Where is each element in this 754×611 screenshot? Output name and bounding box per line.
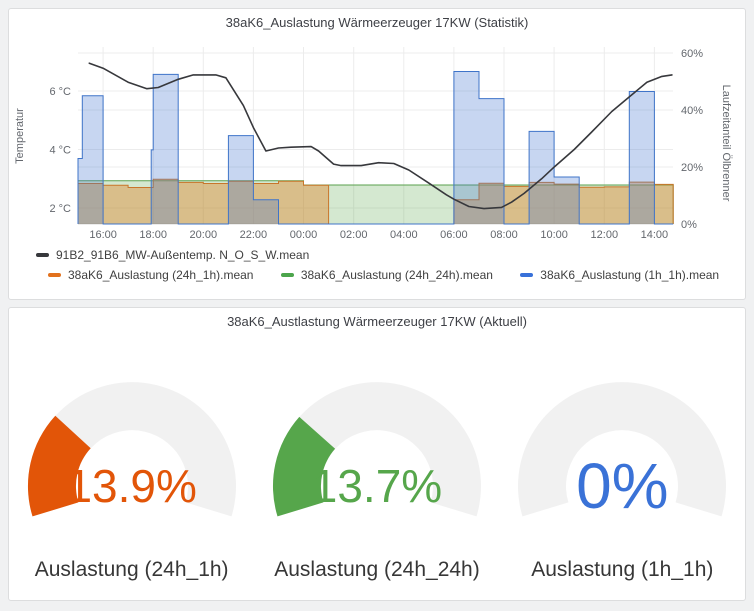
svg-text:02:00: 02:00 — [340, 229, 368, 241]
legend-label: 38aK6_Auslastung (24h_24h).mean — [300, 268, 493, 282]
svg-text:20:00: 20:00 — [190, 229, 218, 241]
legend-swatch-aussentemp — [36, 252, 49, 257]
svg-text:00:00: 00:00 — [290, 229, 318, 241]
legend-label: 38aK6_Auslastung (24h_1h).mean — [68, 268, 254, 282]
gauge-label: Auslastung (24h_1h) — [34, 558, 229, 581]
gauge-label: Auslastung (1h_1h) — [531, 558, 714, 581]
svg-text:60%: 60% — [681, 48, 703, 60]
legend-item-auslastung-24h-1h[interactable]: 38aK6_Auslastung (24h_1h).mean — [48, 265, 253, 285]
svg-text:22:00: 22:00 — [240, 229, 268, 241]
chart-legend: 91B2_91B6_MW-Außentemp. N_O_S_W.mean 38a… — [9, 245, 745, 285]
timeseries-svg: 16:00 18:00 20:00 22:00 00:00 02:00 04:00 06:00… — [14, 47, 732, 241]
gauge-1h-1h: 0% Auslastung (1h_1h) — [500, 374, 745, 582]
svg-text:06:00: 06:00 — [440, 229, 468, 241]
panel-title-statistik[interactable]: 38aK6_Auslastung Wärmeerzeuger 17KW (Sta… — [225, 15, 529, 30]
gauge-label: Auslastung (24h_24h) — [274, 558, 480, 581]
svg-text:0%: 0% — [681, 219, 697, 231]
svg-text:12:00: 12:00 — [591, 229, 619, 241]
legend-item-auslastung-1h-1h[interactable]: 38aK6_Auslastung (1h_1h).mean — [520, 265, 719, 285]
gauge-value: 13.9% — [66, 460, 197, 512]
svg-text:Laufzeitanteil Ölbrenner: Laufzeitanteil Ölbrenner — [720, 85, 732, 202]
legend-swatch-24h-1h — [48, 272, 61, 277]
gauge-row: 13.9% Auslastung (24h_1h) 13.7% Auslastu… — [9, 374, 745, 582]
panel-aktuell: 38aK6_Austlastung Wärmeerzeuger 17KW (Ak… — [8, 307, 746, 601]
legend-item-aussentemp[interactable]: 91B2_91B6_MW-Außentemp. N_O_S_W.mean — [36, 245, 309, 265]
gauge-24h-24h: 13.7% Auslastung (24h_24h) — [254, 374, 499, 582]
legend-item-auslastung-24h-24h[interactable]: 38aK6_Auslastung (24h_24h).mean — [280, 265, 493, 285]
gauge-value: 0% — [576, 450, 669, 522]
gauge-value: 13.7% — [311, 460, 443, 512]
svg-text:08:00: 08:00 — [490, 229, 518, 241]
panel-statistik: 38aK6_Auslastung Wärmeerzeuger 17KW (Sta… — [8, 8, 746, 300]
gauge-arc — [272, 382, 481, 517]
svg-text:14:00: 14:00 — [641, 229, 669, 241]
legend-label: 38aK6_Auslastung (1h_1h).mean — [540, 268, 720, 282]
gauge-arc — [518, 382, 727, 517]
gauge-24h-1h: 13.9% Auslastung (24h_1h) — [9, 374, 254, 582]
svg-text:10:00: 10:00 — [540, 229, 568, 241]
legend-label: 91B2_91B6_MW-Außentemp. N_O_S_W.mean — [56, 248, 310, 262]
svg-text:Temperatur: Temperatur — [14, 108, 26, 164]
legend-swatch-24h-24h — [280, 272, 294, 277]
svg-text:18:00: 18:00 — [139, 229, 167, 241]
svg-text:40%: 40% — [681, 105, 703, 117]
svg-text:04:00: 04:00 — [390, 229, 418, 241]
svg-text:16:00: 16:00 — [89, 229, 117, 241]
svg-text:4 °C: 4 °C — [49, 145, 71, 157]
timeseries-chart[interactable]: 16:00 18:00 20:00 22:00 00:00 02:00 04:00 06:00… — [9, 31, 745, 245]
gauge-arc — [27, 382, 236, 517]
svg-text:20%: 20% — [681, 162, 703, 174]
svg-text:2 °C: 2 °C — [49, 203, 71, 215]
legend-swatch-1h-1h — [520, 272, 534, 277]
svg-text:6 °C: 6 °C — [49, 86, 71, 98]
panel-title-aktuell[interactable]: 38aK6_Austlastung Wärmeerzeuger 17KW (Ak… — [227, 314, 527, 329]
